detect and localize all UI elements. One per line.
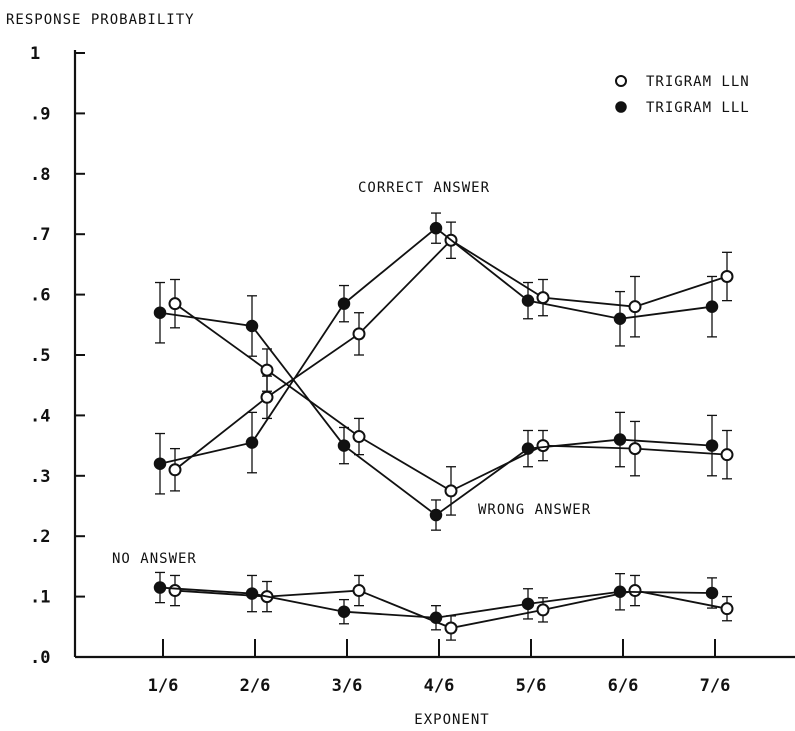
x-tick-label: 1/6 [148,676,179,696]
legend: TRIGRAM LLN TRIGRAM LLL [615,74,750,116]
y-axis-label: RESPONSE PROBABILITY [6,12,195,28]
y-tick-label: .5 [30,346,50,366]
y-tick-label: .2 [30,527,50,547]
open-data-point [720,602,734,616]
filled-data-point [153,457,167,470]
x-tick-label: 7/6 [700,676,731,696]
y-tick-label: .3 [30,467,50,487]
open-data-point [720,448,734,462]
series-line-3 [159,311,713,517]
filled-data-point [245,436,259,449]
annotation-wrong-answer: WRONG ANSWER [478,502,591,518]
y-ticks: .0 .1 .2 .3 .4 .5 .6 .7 .8 .9 1 [30,44,85,668]
open-data-point [352,327,366,341]
open-data-point [352,584,366,598]
legend-label-lll: TRIGRAM LLL [646,100,750,116]
y-tick-label: .8 [30,165,50,185]
filled-data-point [429,611,443,624]
filled-data-point [705,300,719,313]
legend-label-lln: TRIGRAM LLN [646,74,750,90]
x-tick-label: 3/6 [332,676,363,696]
y-tick-label: .1 [30,588,50,608]
open-data-point [168,463,182,477]
filled-data-point [613,312,627,326]
x-axis-label: EXPONENT [414,712,489,728]
filled-data-point [429,221,443,235]
y-tick-label: .4 [30,406,50,426]
series-layer [153,212,734,641]
x-tick-label: 5/6 [516,676,547,696]
series-line-1 [159,227,713,465]
filled-data-point [153,581,167,594]
open-data-point [260,363,274,377]
open-data-point [444,484,458,498]
open-data-point [536,439,550,453]
filled-data-point [337,297,351,310]
filled-data-point [429,508,443,522]
y-tick-label: .0 [30,648,50,668]
filled-data-point [521,597,535,611]
filled-data-point [705,586,719,600]
x-tick-label: 6/6 [608,676,639,696]
series-line-2 [174,302,728,492]
open-data-point [628,442,642,456]
filled-data-point [337,439,351,452]
open-data-point [536,603,550,617]
annotation-correct-answer: CORRECT ANSWER [358,180,490,196]
filled-data-point [153,306,167,319]
open-data-point [628,584,642,598]
x-tick-label: 4/6 [424,676,455,696]
open-data-point [260,390,274,404]
open-data-point [168,297,182,311]
open-data-point [628,300,642,314]
x-ticks: 1/6 2/6 3/6 4/6 5/6 6/6 7/6 [148,639,731,696]
y-tick-label: .9 [30,104,50,124]
legend-marker-filled-circle [615,101,627,113]
filled-data-point [521,294,535,307]
x-tick-label: 2/6 [240,676,271,696]
filled-data-point [613,585,627,599]
annotation-no-answer: NO ANSWER [112,551,197,567]
y-tick-label: 1 [30,44,40,64]
filled-data-point [705,439,719,452]
filled-data-point [245,319,259,333]
filled-data-point [613,433,627,446]
open-data-point [536,291,550,305]
filled-data-point [521,442,535,455]
y-tick-label: .7 [30,225,50,245]
legend-marker-open-circle [615,75,627,87]
filled-data-point [337,605,351,618]
open-data-point [720,269,734,283]
filled-data-point [245,587,259,600]
open-data-point [168,584,182,598]
open-data-point [352,430,366,444]
open-data-point [444,621,458,635]
y-tick-label: .6 [30,286,50,306]
